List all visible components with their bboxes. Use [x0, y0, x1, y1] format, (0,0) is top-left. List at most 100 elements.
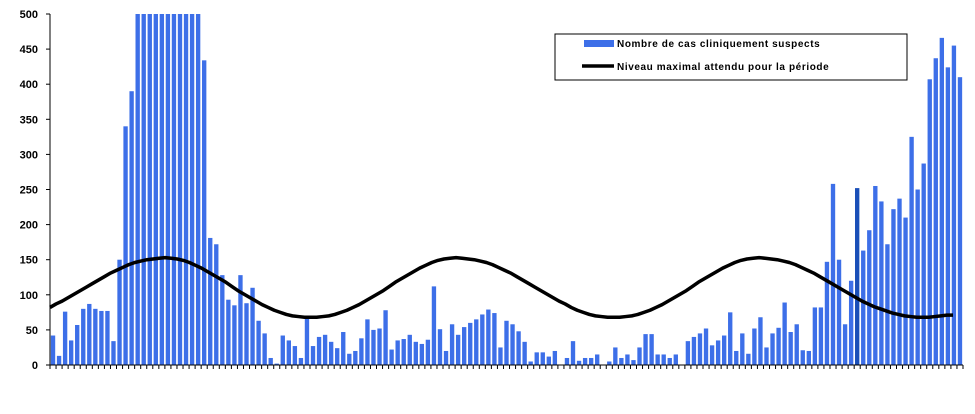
bar — [885, 244, 890, 365]
bar — [468, 322, 473, 365]
bar — [123, 126, 128, 365]
bar — [631, 360, 636, 365]
bar — [419, 343, 425, 365]
bar — [292, 346, 298, 365]
bar — [643, 334, 648, 365]
bar — [486, 309, 491, 365]
bar — [238, 275, 243, 365]
y-tick-label: 50 — [26, 325, 38, 337]
bar — [891, 209, 896, 365]
y-tick-label: 450 — [20, 44, 38, 56]
bar — [836, 259, 842, 365]
bar — [449, 324, 455, 365]
bar — [316, 336, 322, 365]
bar — [897, 198, 902, 365]
bar — [141, 14, 146, 365]
bar — [879, 201, 884, 365]
bar — [582, 357, 588, 365]
x-axis — [49, 364, 964, 369]
bar — [280, 335, 285, 365]
bar — [848, 280, 854, 365]
bar — [268, 357, 273, 365]
bar — [135, 14, 140, 365]
legend-label-line: Niveau maximal attendu pour la période — [617, 62, 829, 73]
bar — [250, 287, 255, 365]
bar — [921, 163, 926, 365]
y-tick-label: 150 — [20, 255, 38, 267]
bar — [721, 335, 727, 365]
y-tick-label: 0 — [32, 360, 38, 372]
bar — [208, 237, 213, 365]
bar — [347, 353, 352, 365]
bar — [129, 91, 134, 365]
bar — [401, 339, 406, 365]
bar — [691, 336, 697, 365]
bar — [703, 328, 709, 365]
bar — [588, 357, 594, 365]
bar — [746, 353, 751, 365]
bar — [613, 347, 618, 365]
bar — [909, 136, 914, 365]
bar — [649, 334, 654, 365]
bar — [413, 341, 418, 365]
bar — [93, 308, 98, 365]
y-tick-label: 250 — [20, 185, 38, 197]
bar — [625, 354, 630, 365]
bar — [165, 14, 171, 365]
bar — [776, 327, 781, 365]
bar — [734, 350, 739, 365]
bar — [595, 354, 600, 365]
bar — [842, 324, 848, 365]
bar — [62, 311, 68, 365]
bar — [431, 286, 437, 365]
bar — [927, 79, 932, 365]
bar — [758, 317, 763, 365]
bar — [81, 308, 86, 365]
bar — [50, 335, 56, 365]
bar — [661, 354, 666, 365]
bar — [504, 320, 509, 365]
bar — [455, 334, 461, 365]
bar — [800, 350, 805, 365]
bar — [492, 313, 497, 365]
bar — [480, 314, 485, 365]
y-tick-label: 350 — [20, 114, 38, 126]
bar — [685, 341, 691, 365]
bar — [867, 230, 872, 365]
bar — [855, 188, 860, 365]
bar — [873, 185, 878, 365]
bar-series — [50, 14, 963, 366]
bar — [298, 357, 304, 365]
bar — [915, 189, 920, 365]
bar — [353, 350, 358, 365]
bar — [365, 319, 370, 365]
bar — [903, 217, 908, 365]
bar — [933, 58, 938, 365]
bar — [322, 334, 328, 365]
bar — [262, 333, 267, 365]
bar — [764, 347, 769, 365]
y-axis: 0 50 100 150 200 250 300 350 400 450 500 — [20, 9, 51, 372]
bar — [570, 341, 576, 365]
bar — [117, 259, 122, 365]
bar — [516, 331, 521, 365]
bar — [226, 299, 231, 365]
bar — [522, 341, 527, 365]
bar — [740, 333, 745, 365]
bar — [377, 328, 382, 365]
bar — [709, 345, 715, 365]
bar — [619, 357, 624, 365]
bar — [830, 183, 836, 365]
bar — [794, 324, 799, 365]
bar — [310, 346, 316, 365]
bar — [655, 354, 660, 365]
bar — [576, 360, 582, 365]
bar — [540, 352, 545, 365]
bar — [56, 355, 62, 365]
bar — [939, 37, 945, 366]
bar — [304, 315, 310, 365]
bar — [782, 302, 787, 365]
bar — [818, 307, 824, 365]
y-tick-label: 500 — [20, 9, 38, 21]
bar — [183, 14, 189, 365]
